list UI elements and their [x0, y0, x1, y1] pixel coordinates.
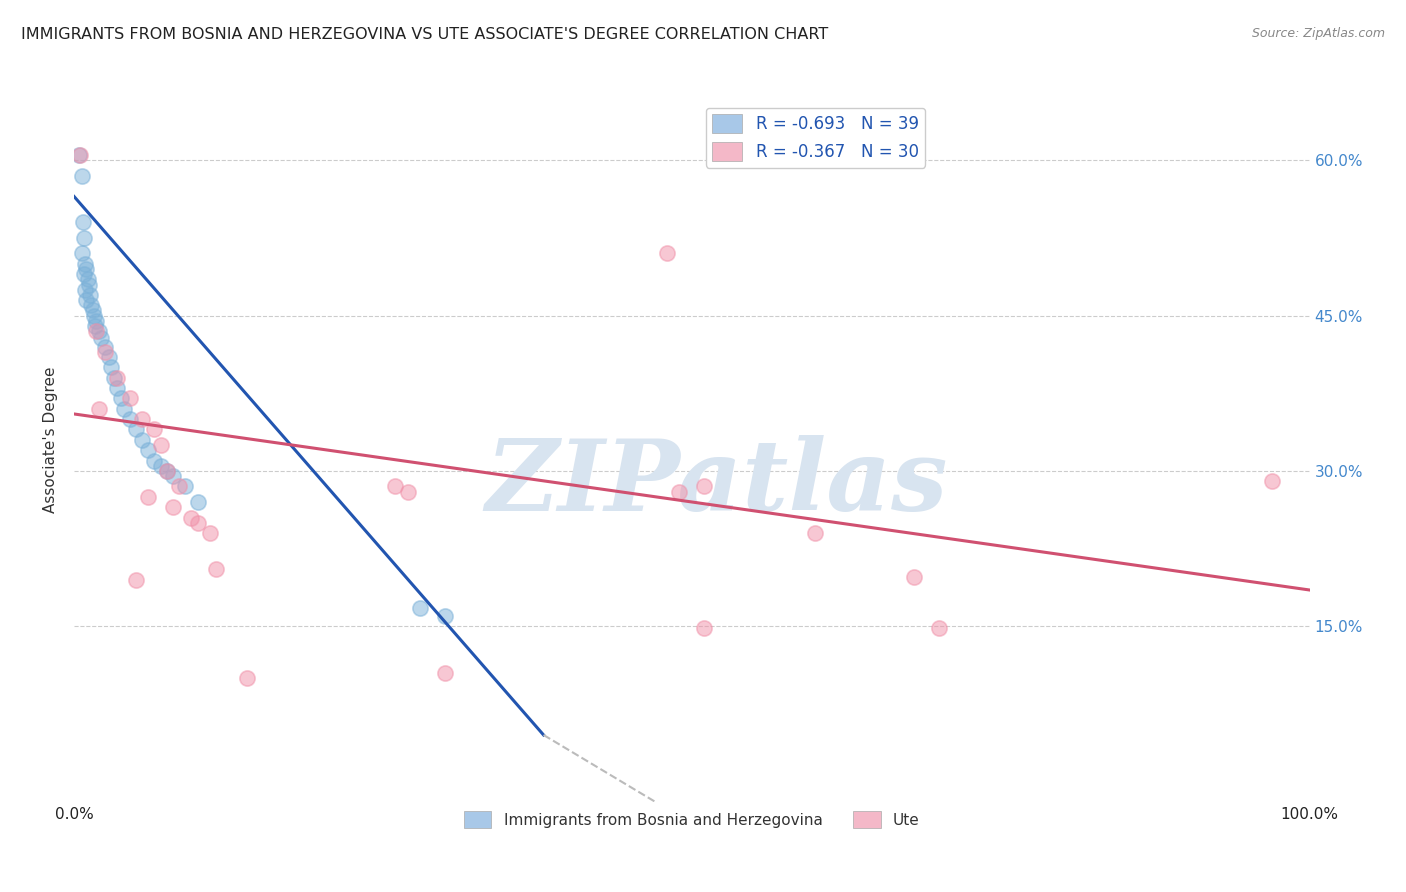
Point [73, 231, 96, 245]
Point [131, 412, 153, 426]
Point [903, 569, 925, 583]
Point [143, 453, 166, 467]
Point [136, 443, 159, 458]
Point [105, 381, 128, 395]
Point [118, 392, 141, 406]
Point [67, 148, 90, 162]
Point [83, 309, 105, 323]
Point [149, 438, 172, 452]
Point [87, 401, 110, 416]
Point [125, 422, 148, 436]
Point [70, 246, 93, 260]
Point [97, 350, 120, 364]
Point [156, 464, 179, 478]
Point [384, 479, 406, 493]
Point [143, 422, 166, 436]
Y-axis label: Associate's Degree: Associate's Degree [44, 367, 58, 513]
Point [75, 262, 97, 277]
Point [162, 469, 184, 483]
Point [198, 526, 221, 541]
Text: Source: ZipAtlas.com: Source: ZipAtlas.com [1251, 27, 1385, 40]
Point [87, 324, 110, 338]
Point [693, 479, 716, 493]
Point [668, 484, 690, 499]
Point [75, 257, 97, 271]
Point [205, 562, 228, 576]
Point [187, 495, 209, 509]
Point [236, 671, 259, 685]
Point [86, 324, 108, 338]
Point [136, 490, 159, 504]
Point [70, 169, 93, 183]
Point [131, 433, 153, 447]
Point [693, 621, 716, 635]
Point [72, 215, 94, 229]
Point [69, 148, 91, 162]
Point [84, 318, 107, 333]
Point [75, 293, 97, 307]
Point [77, 277, 100, 292]
Point [187, 516, 209, 530]
Point [82, 303, 104, 318]
Point [80, 298, 103, 312]
Point [79, 288, 101, 302]
Text: ZIPatlas: ZIPatlas [485, 435, 948, 532]
Text: IMMIGRANTS FROM BOSNIA AND HERZEGOVINA VS UTE ASSOCIATE'S DEGREE CORRELATION CHA: IMMIGRANTS FROM BOSNIA AND HERZEGOVINA V… [21, 27, 828, 42]
Point [105, 370, 128, 384]
Point [100, 360, 122, 375]
Point [86, 314, 108, 328]
Point [94, 340, 117, 354]
Point [174, 479, 197, 493]
Point [112, 401, 135, 416]
Point [433, 665, 456, 680]
Point [125, 573, 148, 587]
Point [804, 526, 827, 541]
Point [167, 479, 190, 493]
Legend: Immigrants from Bosnia and Herzegovina, Ute: Immigrants from Bosnia and Herzegovina, … [458, 805, 925, 835]
Point [433, 608, 456, 623]
Point [928, 621, 950, 635]
Point [103, 370, 125, 384]
Point [1261, 475, 1284, 489]
Point [162, 500, 184, 515]
Point [396, 484, 419, 499]
Point [149, 458, 172, 473]
Point [655, 246, 678, 260]
Point [75, 283, 97, 297]
Point [180, 510, 202, 524]
Point [110, 392, 132, 406]
Point [156, 464, 179, 478]
Point [94, 344, 117, 359]
Point [409, 600, 432, 615]
Point [76, 272, 98, 286]
Point [73, 267, 96, 281]
Point [118, 412, 141, 426]
Point [90, 331, 112, 345]
